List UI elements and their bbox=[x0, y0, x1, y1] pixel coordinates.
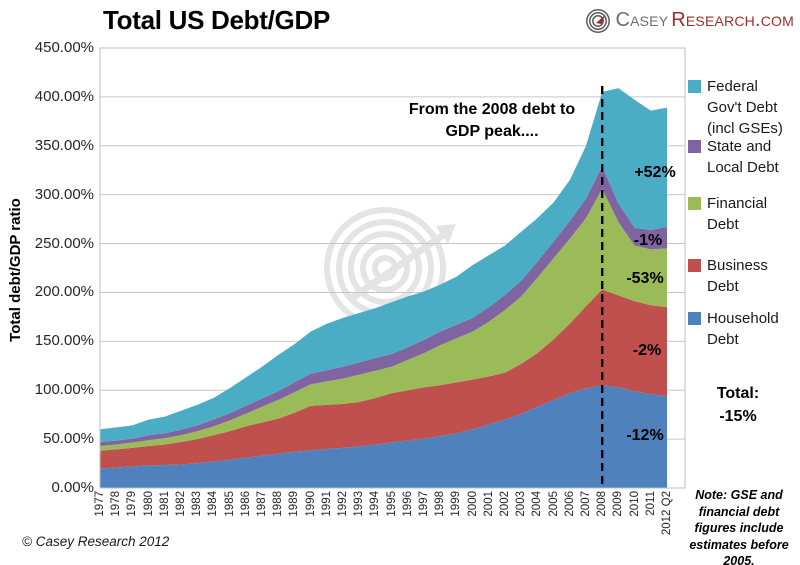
x-tick-label: 2010 bbox=[628, 491, 641, 517]
x-tick-label: 2006 bbox=[563, 491, 576, 517]
chart-title: Total US Debt/GDP bbox=[103, 5, 330, 35]
x-tick-label: 1994 bbox=[369, 491, 382, 517]
legend-swatch bbox=[688, 80, 701, 93]
x-tick-label: 1988 bbox=[272, 491, 285, 517]
x-tick-label: 1985 bbox=[223, 491, 236, 517]
y-tick-label: 200.00% bbox=[34, 283, 94, 301]
y-tick-label: 150.00% bbox=[34, 332, 94, 350]
legend-label: Household Debt bbox=[707, 310, 779, 348]
x-tick-label: 2002 bbox=[499, 491, 511, 517]
legend-item-state-and-local-debt: State and Local Debt bbox=[688, 136, 798, 178]
y-tick-label: 300.00% bbox=[34, 185, 94, 203]
legend-item-federal-gov-t-debt-incl-gses: Federal Gov't Debt (incl GSEs) bbox=[688, 76, 798, 139]
x-tick-label: 1982 bbox=[175, 491, 187, 517]
x-tick-label: 1979 bbox=[126, 491, 139, 517]
legend-swatch bbox=[688, 140, 701, 153]
brand-name-casey: Casey bbox=[615, 9, 669, 31]
legend-item-business-debt: Business Debt bbox=[688, 255, 798, 297]
x-tick-label: 2009 bbox=[612, 491, 625, 517]
y-tick-label: 250.00% bbox=[34, 234, 94, 252]
x-tick-label: 2001 bbox=[482, 491, 495, 517]
x-tick-label: 1990 bbox=[304, 491, 317, 517]
casey-spiral-icon bbox=[586, 9, 611, 33]
x-tick-label: 2008 bbox=[596, 491, 609, 517]
y-tick-label: 0.00% bbox=[51, 479, 94, 496]
x-tick-label: 1998 bbox=[434, 491, 447, 517]
peak-annotation-line1: From the 2008 debt to bbox=[408, 101, 576, 118]
x-tick-label: 1981 bbox=[158, 491, 171, 517]
x-tick-label: 1995 bbox=[385, 491, 398, 517]
brand-logo: Casey Research.com bbox=[585, 7, 794, 34]
x-tick-label: 2000 bbox=[466, 491, 479, 517]
area-business-debt bbox=[100, 289, 667, 469]
x-tick-label: 1996 bbox=[401, 491, 414, 517]
legend-swatch bbox=[688, 197, 701, 210]
legend-swatch bbox=[688, 259, 701, 272]
x-tick-label: 1986 bbox=[239, 491, 252, 517]
x-tick-label: 1983 bbox=[191, 491, 204, 517]
x-tick-label: 1992 bbox=[337, 491, 349, 517]
legend-label: Financial Debt bbox=[707, 195, 768, 233]
legend-label: Business Debt bbox=[707, 257, 768, 295]
change-label: -1% bbox=[633, 232, 663, 249]
brand-name-research: Research.com bbox=[671, 9, 794, 31]
x-tick-label: 1980 bbox=[142, 491, 155, 517]
x-tick-label: 2007 bbox=[580, 491, 592, 517]
area-financial-debt bbox=[100, 188, 667, 451]
x-tick-label: 1977 bbox=[94, 491, 106, 517]
legend-label: Federal Gov't Debt (incl GSEs) bbox=[707, 78, 783, 137]
y-tick-label: 400.00% bbox=[34, 87, 94, 105]
peak-annotation-line2: GDP peak.... bbox=[445, 123, 539, 140]
x-tick-label: 2003 bbox=[515, 491, 528, 517]
x-tick-label: 2012 Q2 bbox=[661, 491, 673, 536]
legend-swatch bbox=[688, 312, 701, 325]
x-tick-label: 2005 bbox=[547, 491, 560, 517]
change-label: -53% bbox=[626, 270, 664, 287]
legend-item-household-debt: Household Debt bbox=[688, 308, 798, 350]
x-tick-label: 1999 bbox=[450, 491, 463, 517]
copyright: © Casey Research 2012 bbox=[22, 534, 170, 549]
footnote: Note: GSE and financial debt figures inc… bbox=[689, 488, 789, 565]
legend-label: State and Local Debt bbox=[707, 138, 779, 176]
change-label: +52% bbox=[634, 164, 676, 181]
x-tick-label: 1989 bbox=[288, 491, 301, 517]
x-tick-label: 1991 bbox=[320, 491, 333, 517]
change-label: -2% bbox=[632, 342, 662, 359]
x-tick-label: 1993 bbox=[353, 491, 366, 517]
x-tick-label: 2011 bbox=[644, 491, 657, 516]
plot-border bbox=[99, 47, 686, 489]
y-tick-label: 350.00% bbox=[34, 136, 94, 154]
x-tick-label: 1997 bbox=[418, 491, 430, 517]
legend-item-financial-debt: Financial Debt bbox=[688, 193, 798, 235]
y-tick-label: 450.00% bbox=[34, 39, 94, 56]
area-federal-gov-t-debt-incl-gses bbox=[100, 88, 667, 442]
peak-annotation: From the 2008 debt to GDP peak.... bbox=[393, 99, 591, 143]
total-value: -15% bbox=[719, 408, 757, 425]
x-tick-label: 1978 bbox=[110, 491, 123, 517]
total-change-label: Total: -15% bbox=[690, 382, 786, 428]
x-tick-label: 2004 bbox=[531, 491, 544, 517]
change-label: -12% bbox=[626, 427, 664, 444]
area-household-debt bbox=[100, 385, 667, 488]
y-tick-label: 50.00% bbox=[43, 430, 94, 448]
total-label: Total: bbox=[716, 385, 760, 402]
area-state-and-local-debt bbox=[100, 166, 667, 447]
y-tick-label: 100.00% bbox=[34, 381, 94, 399]
x-tick-label: 1987 bbox=[256, 491, 268, 517]
x-tick-label: 1984 bbox=[207, 491, 220, 517]
